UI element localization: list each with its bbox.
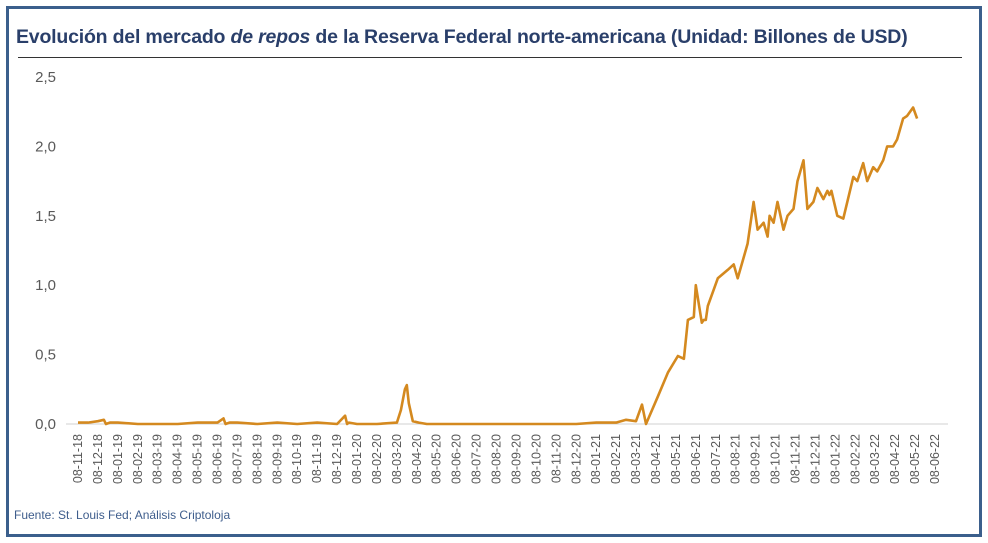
x-tick-label: 08-11-21 bbox=[788, 434, 802, 483]
x-tick-label: 08-06-21 bbox=[689, 434, 703, 484]
x-tick-label: 08-08-20 bbox=[490, 434, 504, 484]
chart-title: Evolución del mercado de repos de la Res… bbox=[16, 26, 908, 49]
x-tick-label: 08-07-21 bbox=[709, 434, 723, 484]
x-tick-label: 08-02-21 bbox=[609, 434, 623, 484]
x-tick-label: 08-03-19 bbox=[151, 434, 165, 484]
title-text: Evolución del mercado bbox=[16, 26, 231, 48]
source-note: Fuente: St. Louis Fed; Análisis Criptolo… bbox=[14, 508, 231, 522]
x-tick-label: 08-04-21 bbox=[649, 434, 663, 484]
x-tick-label: 08-03-21 bbox=[629, 434, 643, 484]
y-tick-label: 1,0 bbox=[35, 277, 56, 294]
title-italic: de repos bbox=[230, 26, 311, 48]
x-tick-label: 08-09-19 bbox=[270, 434, 284, 484]
x-tick-label: 08-12-21 bbox=[808, 434, 822, 484]
x-tick-label: 08-10-20 bbox=[529, 434, 543, 484]
chart-frame bbox=[6, 6, 982, 537]
x-tick-label: 08-11-20 bbox=[549, 434, 563, 483]
x-tick-label: 08-12-19 bbox=[330, 434, 344, 484]
x-tick-label: 08-06-22 bbox=[928, 434, 942, 484]
x-tick-label: 08-12-20 bbox=[569, 434, 583, 484]
x-tick-label: 08-05-19 bbox=[191, 434, 205, 484]
title-divider bbox=[18, 57, 962, 58]
y-tick-label: 0,5 bbox=[35, 347, 56, 364]
x-tick-label: 08-08-19 bbox=[250, 434, 264, 484]
x-tick-label: 08-07-20 bbox=[470, 434, 484, 484]
x-tick-label: 08-12-18 bbox=[91, 434, 105, 484]
x-tick-label: 08-02-22 bbox=[848, 434, 862, 484]
title-text-end: de la Reserva Federal norte-americana (U… bbox=[310, 26, 908, 48]
x-tick-label: 08-05-20 bbox=[430, 434, 444, 484]
y-tick-label: 2,5 bbox=[35, 69, 56, 86]
x-tick-label: 08-11-19 bbox=[310, 434, 324, 483]
x-tick-label: 08-10-19 bbox=[290, 434, 304, 484]
x-tick-label: 08-05-21 bbox=[669, 434, 683, 484]
x-tick-label: 08-10-21 bbox=[769, 434, 783, 484]
y-tick-label: 0,0 bbox=[35, 416, 56, 433]
x-tick-label: 08-01-19 bbox=[111, 434, 125, 484]
x-tick-label: 08-01-22 bbox=[828, 434, 842, 484]
x-tick-label: 08-08-21 bbox=[729, 434, 743, 484]
x-tick-label: 08-04-20 bbox=[410, 434, 424, 484]
x-tick-label: 08-09-20 bbox=[509, 434, 523, 484]
series-line-reverse-repo bbox=[78, 106, 919, 426]
x-tick-label: 08-02-19 bbox=[131, 434, 145, 484]
y-tick-label: 2,0 bbox=[35, 138, 56, 155]
x-tick-label: 08-01-21 bbox=[589, 434, 603, 484]
x-tick-label: 08-04-19 bbox=[171, 434, 185, 484]
x-tick-label: 08-06-19 bbox=[211, 434, 225, 484]
x-tick-label: 08-03-20 bbox=[390, 434, 404, 484]
x-tick-label: 08-04-22 bbox=[888, 434, 902, 484]
x-tick-label: 08-07-19 bbox=[230, 434, 244, 484]
x-tick-label: 08-06-20 bbox=[450, 434, 464, 484]
x-tick-label: 08-11-18 bbox=[71, 434, 85, 483]
x-tick-label: 08-02-20 bbox=[370, 434, 384, 484]
x-tick-label: 08-01-20 bbox=[350, 434, 364, 484]
x-tick-label: 08-03-22 bbox=[868, 434, 882, 484]
x-tick-label: 08-09-21 bbox=[749, 434, 763, 484]
x-tick-label: 08-05-22 bbox=[908, 434, 922, 484]
y-tick-label: 1,5 bbox=[35, 208, 56, 225]
